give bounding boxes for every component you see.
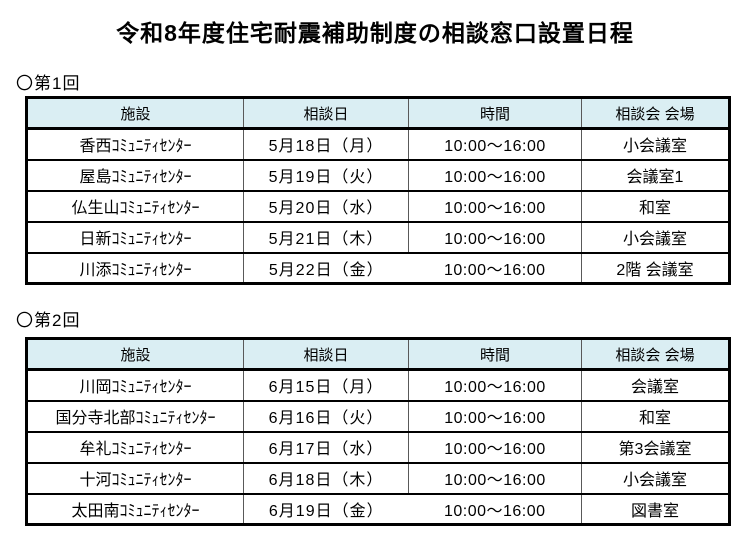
time-cell: 10:00～16:00 (408, 128, 582, 160)
column-header-date: 相談日 (243, 97, 409, 130)
column-header-time: 時間 (408, 338, 582, 371)
schedule-table-1: 施設 相談日 時間 相談会 会場 香西ｺﾐｭﾆﾃｨｾﾝﾀｰ 5月18日（月） 1… (25, 96, 731, 285)
header-row: 施設 相談日 時間 相談会 会場 (26, 338, 730, 371)
facility-cell: 屋島ｺﾐｭﾆﾃｨｾﾝﾀｰ (26, 158, 244, 191)
facility-cell: 川岡ｺﾐｭﾆﾃｨｾﾝﾀｰ (79, 379, 192, 397)
table-row: 仏生山ｺﾐｭﾆﾃｨｾﾝﾀｰ 5月20日（水） 10:00～16:00 和室 (26, 189, 730, 222)
facility-cell: 日新ｺﾐｭﾆﾃｨｾﾝﾀｰ (26, 220, 244, 253)
page-title: 令和8年度住宅耐震補助制度の相談窓口設置日程 (116, 20, 634, 46)
table-row: 日新ｺﾐｭﾆﾃｨｾﾝﾀｰ 5月21日（木） 10:00～16:00 小会議室 (26, 220, 730, 253)
time-cell: 10:00～16:00 (408, 399, 582, 432)
table-row: 十河ｺﾐｭﾆﾃｨｾﾝﾀｰ 6月18日（木） 10:00～16:00 小会議室 (26, 461, 730, 494)
venue-cell: 第3会議室 (581, 430, 730, 463)
section-2-label: 〇第2回 (16, 311, 81, 330)
date-cell: 6月17日（水） (243, 430, 409, 463)
date-cell: 6月15日（月） (243, 369, 409, 401)
facility-cell: 十河ｺﾐｭﾆﾃｨｾﾝﾀｰ (26, 461, 244, 494)
date-cell: 5月22日（金） (243, 251, 409, 284)
time-cell: 10:00～16:00 (408, 492, 582, 525)
venue-cell: 図書室 (581, 492, 730, 525)
facility-cell: 香西ｺﾐｭﾆﾃｨｾﾝﾀｰ (79, 138, 192, 156)
facility-cell: 国分寺北部ｺﾐｭﾆﾃｨｾﾝﾀｰ (26, 399, 244, 432)
venue-cell: 小会議室 (581, 461, 730, 494)
date-cell: 6月19日（金） (243, 492, 409, 525)
table-row: 川添ｺﾐｭﾆﾃｨｾﾝﾀｰ 5月22日（金） 10:00～16:00 2階 会議室 (26, 251, 730, 284)
date-cell: 5月21日（木） (243, 220, 409, 253)
time-cell: 10:00～16:00 (408, 158, 582, 191)
column-header-facility: 施設 (26, 97, 244, 130)
section-1-label: 〇第1回 (16, 74, 81, 93)
date-cell: 6月18日（木） (243, 461, 409, 494)
date-cell: 5月18日（月） (243, 128, 409, 160)
column-header-facility: 施設 (26, 338, 244, 371)
column-header-date: 相談日 (243, 338, 409, 371)
facility-cell: 川添ｺﾐｭﾆﾃｨｾﾝﾀｰ (26, 251, 244, 284)
table-row: 屋島ｺﾐｭﾆﾃｨｾﾝﾀｰ 5月19日（火） 10:00～16:00 会議室1 (26, 158, 730, 191)
column-header-venue: 相談会 会場 (581, 338, 730, 371)
header-row: 施設 相談日 時間 相談会 会場 (26, 97, 730, 130)
venue-cell: 会議室 (581, 369, 730, 401)
table-row: 香西ｺﾐｭﾆﾃｨｾﾝﾀｰ 5月18日（月） 10:00～16:00 小会議室 (27, 128, 730, 160)
venue-cell: 小会議室 (581, 220, 730, 253)
time-cell: 10:00～16:00 (408, 251, 582, 284)
schedule-table-2: 施設 相談日 時間 相談会 会場 川岡ｺﾐｭﾆﾃｨｾﾝﾀｰ 6月15日（月） 1… (25, 337, 731, 526)
venue-cell: 和室 (581, 399, 730, 432)
facility-cell: 仏生山ｺﾐｭﾆﾃｨｾﾝﾀｰ (26, 189, 244, 222)
facility-cell: 太田南ｺﾐｭﾆﾃｨｾﾝﾀｰ (26, 492, 244, 525)
table-row: 川岡ｺﾐｭﾆﾃｨｾﾝﾀｰ 6月15日（月） 10:00～16:00 会議室 (27, 369, 730, 401)
table-row: 国分寺北部ｺﾐｭﾆﾃｨｾﾝﾀｰ 6月16日（火） 10:00～16:00 和室 (26, 399, 730, 432)
date-cell: 6月16日（火） (243, 399, 409, 432)
venue-cell: 会議室1 (581, 158, 730, 191)
table-row: 牟礼ｺﾐｭﾆﾃｨｾﾝﾀｰ 6月17日（水） 10:00～16:00 第3会議室 (26, 430, 730, 463)
date-cell: 5月20日（水） (243, 189, 409, 222)
venue-cell: 和室 (581, 189, 730, 222)
facility-cell: 牟礼ｺﾐｭﾆﾃｨｾﾝﾀｰ (26, 430, 244, 463)
column-header-time: 時間 (408, 97, 582, 130)
venue-cell: 小会議室 (581, 128, 730, 160)
column-header-venue: 相談会 会場 (581, 97, 730, 130)
time-cell: 10:00～16:00 (408, 369, 582, 401)
table-row: 太田南ｺﾐｭﾆﾃｨｾﾝﾀｰ 6月19日（金） 10:00～16:00 図書室 (26, 492, 730, 525)
time-cell: 10:00～16:00 (408, 220, 582, 253)
time-cell: 10:00～16:00 (408, 461, 582, 494)
date-cell: 5月19日（火） (243, 158, 409, 191)
time-cell: 10:00～16:00 (408, 189, 582, 222)
time-cell: 10:00～16:00 (408, 430, 582, 463)
venue-cell: 2階 会議室 (581, 251, 730, 284)
